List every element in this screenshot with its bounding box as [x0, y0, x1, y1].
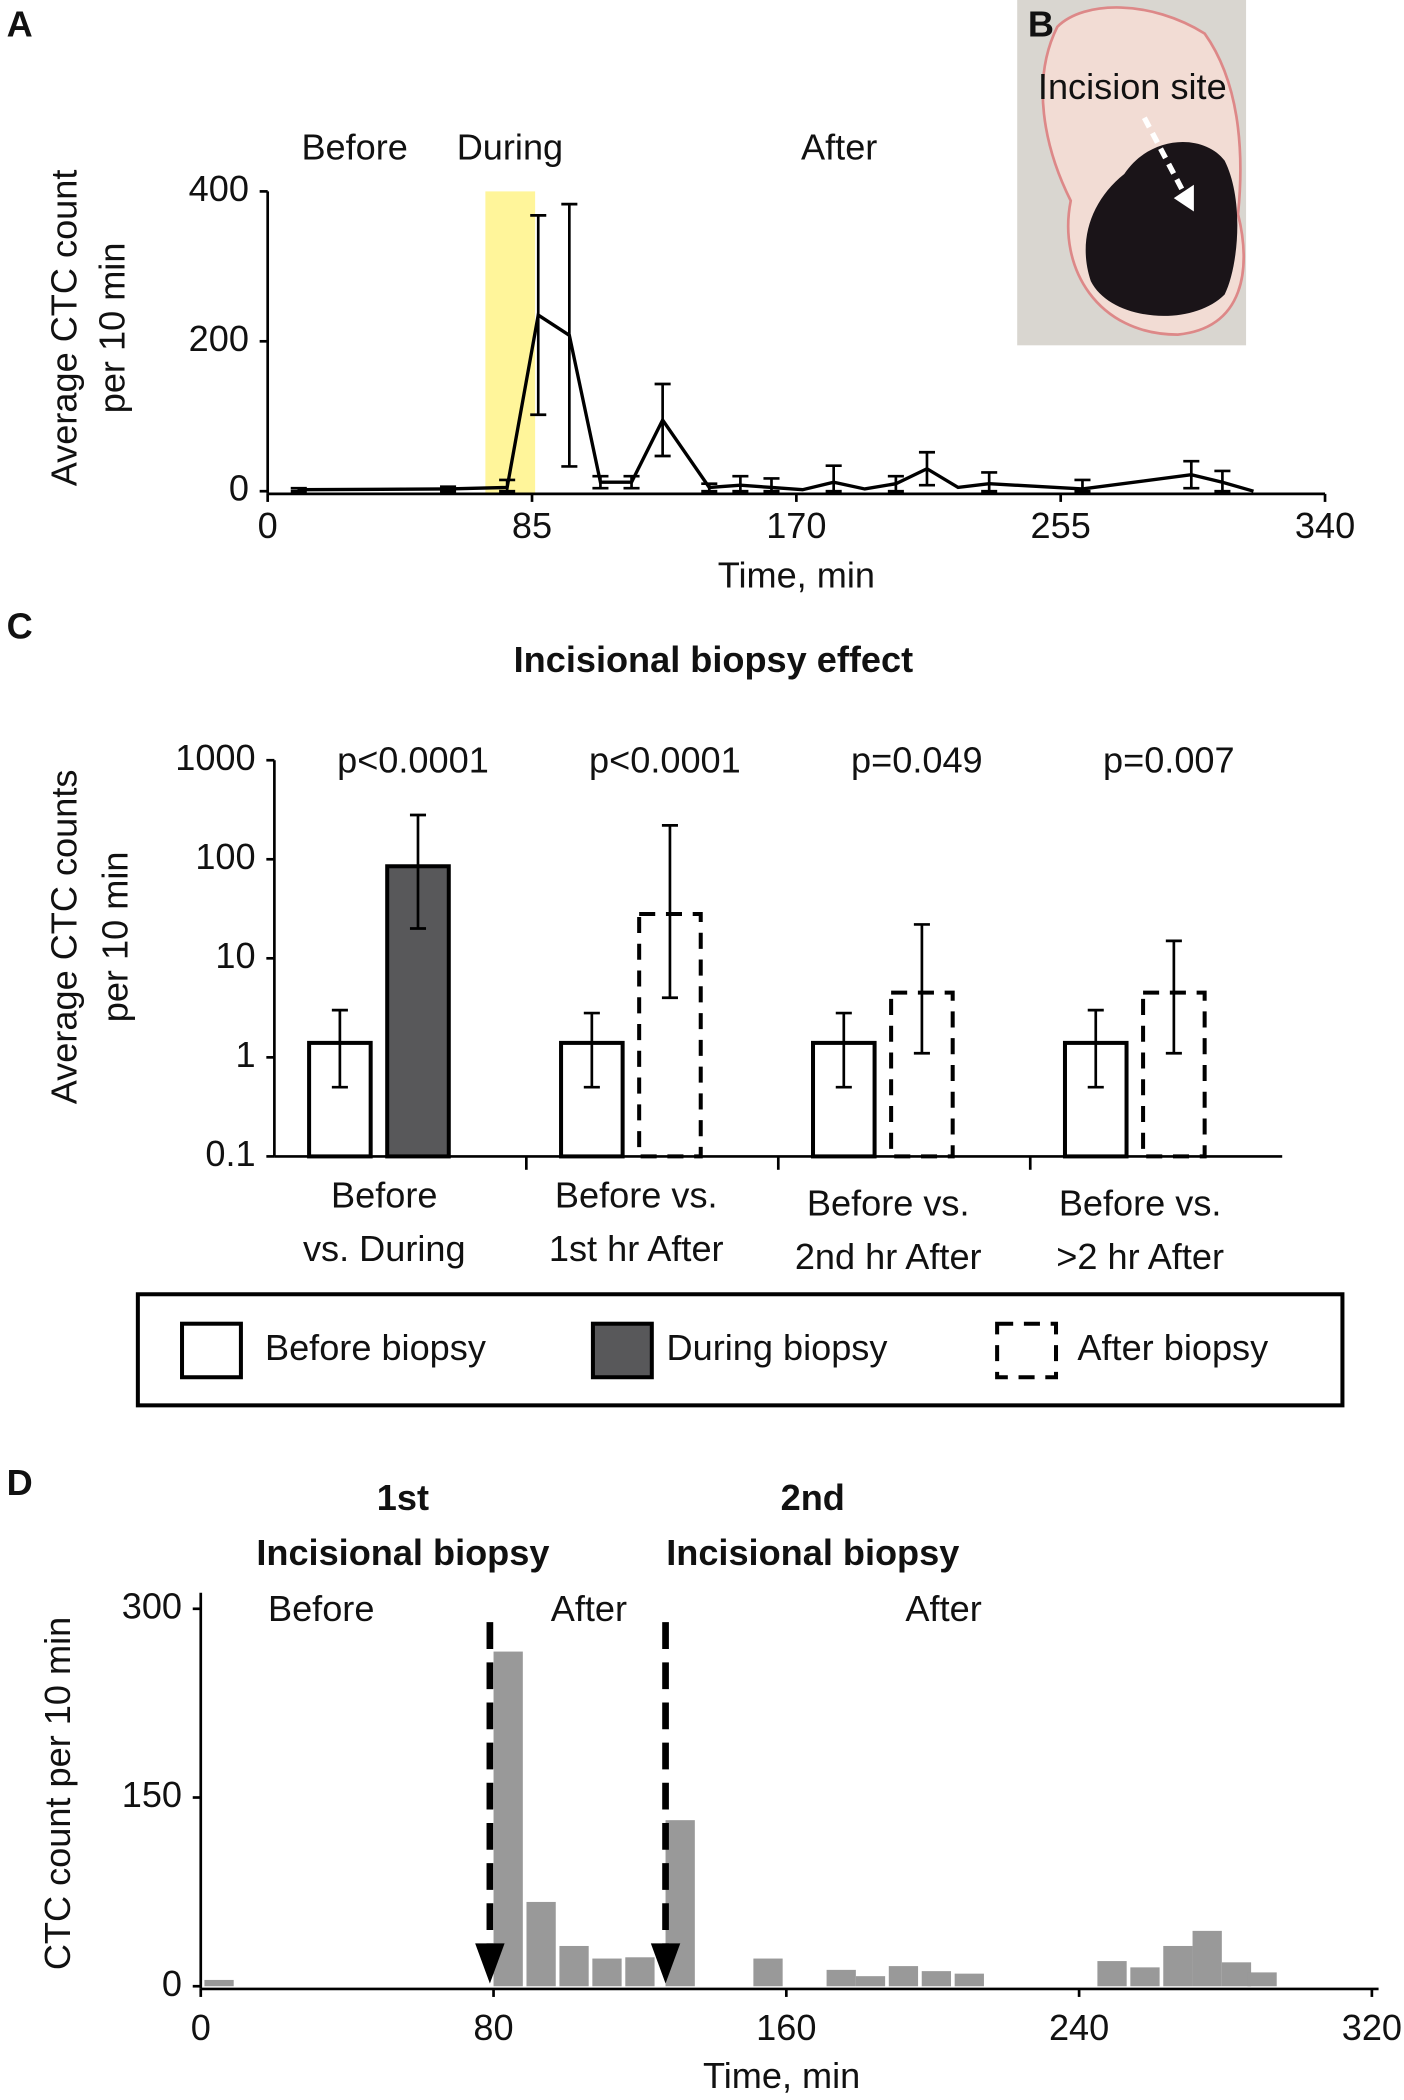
event-arrowhead	[650, 1943, 681, 1984]
photo-label: Incision site	[1038, 66, 1227, 107]
x-tick-label: 0	[258, 505, 278, 546]
legend-label: Before biopsy	[265, 1327, 486, 1368]
bar	[625, 1957, 655, 1987]
y-tick-label: 1	[236, 1034, 256, 1075]
y-tick-label: 200	[189, 318, 249, 359]
x-tick-label: 160	[756, 2007, 816, 2048]
y-axis-label: Average CTC count	[43, 170, 84, 487]
legend-label: After biopsy	[1077, 1327, 1268, 1368]
bar	[592, 1958, 622, 1987]
x-tick-label: Before vs.	[807, 1182, 970, 1223]
chart-title: Incisional biopsy effect	[514, 639, 913, 680]
bar	[1192, 1930, 1222, 1987]
p-value: p<0.0001	[589, 739, 741, 780]
phase-label: After	[801, 126, 877, 167]
bar	[204, 1979, 234, 1987]
bar	[1130, 1967, 1160, 1987]
x-tick-label: >2 hr After	[1056, 1236, 1224, 1277]
x-tick-label: Before vs.	[1059, 1182, 1222, 1223]
legend-swatch	[995, 1321, 1059, 1380]
panel-label: C	[7, 606, 33, 647]
x-tick-label: 1st hr After	[549, 1228, 724, 1269]
bar	[826, 1969, 856, 1987]
bar	[1247, 1972, 1277, 1987]
x-axis-label: Time, min	[718, 555, 875, 596]
phase-label: After	[905, 1588, 981, 1629]
y-tick-label: 1000	[175, 737, 255, 778]
x-axis-label: Time, min	[703, 2055, 860, 2096]
bar	[526, 1901, 556, 1987]
x-tick-label: 170	[766, 505, 826, 546]
event-label: Incisional biopsy	[666, 1532, 959, 1573]
phase-label: Before	[301, 126, 407, 167]
x-tick-label: 240	[1049, 2007, 1109, 2048]
x-tick-label: 2nd hr After	[795, 1236, 982, 1277]
bar	[559, 1945, 589, 1987]
bar	[855, 1976, 886, 1987]
event-label: 2nd	[781, 1477, 845, 1518]
x-tick-label: 80	[473, 2007, 513, 2048]
bar	[921, 1971, 952, 1987]
p-value: p=0.049	[851, 739, 983, 780]
data-line	[298, 312, 1254, 493]
y-tick-label: 0.1	[205, 1133, 255, 1174]
photo: B Incision site	[1017, 0, 1247, 346]
legend-swatch	[180, 1321, 243, 1380]
panel-label: D	[7, 1462, 33, 1503]
y-axis-label: per 10 min	[92, 243, 133, 414]
y-tick-label: 300	[122, 1585, 182, 1626]
phase-label: During	[457, 126, 563, 167]
x-tick-label: 0	[191, 2007, 211, 2048]
highlight-band	[485, 191, 536, 494]
x-tick-label: vs. During	[303, 1228, 466, 1269]
bar	[1163, 1945, 1193, 1987]
event-arrowhead	[475, 1943, 505, 1984]
phase-label: After	[551, 1588, 627, 1629]
x-tick-label: 255	[1031, 505, 1091, 546]
legend-label: During biopsy	[667, 1327, 888, 1368]
panel-label: B	[1028, 3, 1054, 44]
p-value: p<0.0001	[337, 739, 489, 780]
y-tick-label: 10	[215, 935, 255, 976]
x-tick-label: Before vs.	[555, 1174, 718, 1215]
event-label: 1st	[377, 1477, 429, 1518]
y-axis-label: Average CTC counts	[43, 770, 84, 1105]
bar	[888, 1966, 919, 1987]
photo-arrowhead	[1173, 184, 1194, 212]
p-value: p=0.007	[1103, 739, 1235, 780]
bar	[1221, 1962, 1252, 1987]
legend-swatch	[590, 1321, 654, 1380]
y-axis-label: CTC count per 10 min	[37, 1617, 78, 1970]
photo-arrow	[1141, 116, 1187, 196]
x-tick-label: 320	[1342, 2007, 1402, 2048]
y-tick-label: 100	[195, 836, 255, 877]
y-tick-label: 0	[162, 1963, 182, 2004]
bar	[753, 1958, 783, 1987]
bar	[493, 1651, 523, 1987]
y-tick-label: 0	[229, 468, 249, 509]
bar	[1097, 1961, 1127, 1987]
y-axis-label: per 10 min	[94, 852, 135, 1023]
x-tick-label: 85	[512, 505, 552, 546]
legend-box	[135, 1292, 1345, 1408]
x-tick-label: 340	[1295, 505, 1355, 546]
event-label: Incisional biopsy	[256, 1532, 549, 1573]
y-tick-label: 150	[122, 1774, 182, 1815]
panel-label: A	[7, 3, 33, 44]
tumor	[1085, 141, 1238, 316]
x-tick-label: Before	[331, 1174, 437, 1215]
bar	[954, 1973, 984, 1987]
phase-label: Before	[268, 1588, 374, 1629]
y-tick-label: 400	[189, 168, 249, 209]
